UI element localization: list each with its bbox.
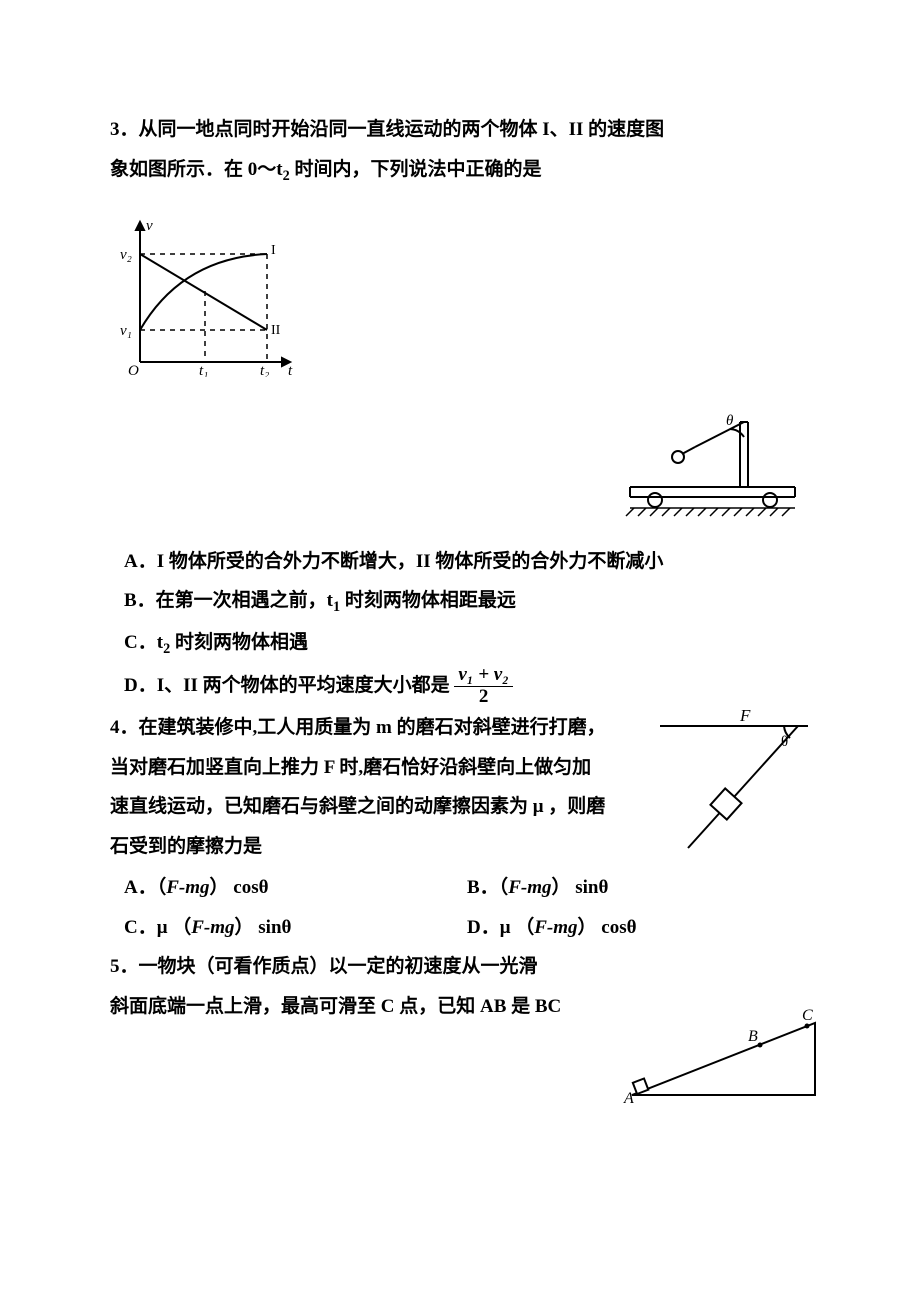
q4-d-post: ） cosθ — [578, 917, 637, 938]
q4-option-a: A．（F-mg） cosθ — [124, 868, 467, 908]
svg-text:t₁: t₁ — [199, 363, 208, 377]
q3-stem-line2-pre: 象如图所示．在 0～t — [110, 159, 283, 180]
q3-stem-line2-tail: 时间内，下列说法中正确的是 — [290, 159, 542, 180]
q3-option-b: B．在第一次相遇之前，t1 时刻两物体相距最远 — [110, 581, 810, 623]
svg-text:θ: θ — [726, 413, 734, 429]
q4-angle-label: θ — [781, 734, 788, 750]
q3-stem-line2-sub: 2 — [283, 168, 290, 184]
q4-a-pre: A．（ — [124, 877, 166, 898]
q4-a-fm: F-mg — [166, 877, 209, 898]
q3-option-a: A．I 物体所受的合外力不断增大，II 物体所受的合外力不断减小 — [110, 542, 810, 582]
svg-text:t₂: t₂ — [260, 363, 269, 377]
svg-text:v₂: v₂ — [120, 247, 132, 263]
svg-text:I: I — [271, 243, 276, 258]
q3-option-d-formula: v₁ + v₂2 — [454, 665, 512, 708]
svg-text:v₁: v₁ — [120, 323, 132, 339]
q3-stem-line1: 3．从同一地点同时开始沿同一直线运动的两个物体 I、II 的速度图 — [110, 110, 810, 150]
q4-c-fm: F-mg — [191, 917, 234, 938]
q3-vt-chart: v₂ v₁ O t₁ t₂ t v I II — [110, 212, 810, 392]
q4-options-row1: A．（F-mg） cosθ B．（F-mg） sinθ — [110, 868, 810, 908]
q3-stem-line2: 象如图所示．在 0～t2 时间内，下列说法中正确的是 — [110, 150, 810, 192]
q4-d-pre: D．μ （ — [467, 917, 534, 938]
q4-option-d: D．μ （F-mg） cosθ — [467, 908, 810, 948]
svg-text:v: v — [146, 218, 153, 234]
q4-option-c: C．μ （F-mg） sinθ — [124, 908, 467, 948]
q3-option-c-pre: C．t — [124, 632, 163, 653]
q4-options-row2: C．μ （F-mg） sinθ D．μ （F-mg） cosθ — [110, 908, 810, 948]
q4-d-fm: F-mg — [534, 917, 577, 938]
svg-text:t: t — [288, 363, 293, 377]
q4-b-fm: F-mg — [508, 877, 551, 898]
q4-force-label: F — [739, 708, 751, 725]
formula-numerator: v₁ + v₂ — [454, 665, 512, 687]
q4-incline-figure: F θ — [650, 708, 810, 868]
q4-option-b: B．（F-mg） sinθ — [467, 868, 810, 908]
q3-option-c-post: 时刻两物体相遇 — [170, 632, 308, 653]
q5-label-b: B — [748, 1028, 758, 1045]
q4-c-pre: C．μ （ — [124, 917, 191, 938]
q3-option-b-post: 时刻两物体相距最远 — [340, 590, 516, 611]
q4-block: F θ 4．在建筑装修中,工人用质量为 m 的磨石对斜壁进行打磨， 当对磨石加竖… — [110, 708, 810, 868]
q3-option-d-pre: D．I、II 两个物体的平均速度大小都是 — [124, 675, 454, 696]
svg-text:II: II — [271, 323, 281, 338]
q5-label-a: A — [623, 1090, 634, 1105]
q3-crane-figure: θ — [600, 402, 810, 522]
q5-block: A B C 5．一物块（可看作质点）以一定的初速度从一光滑 斜面底端一点上滑，最… — [110, 947, 810, 1027]
q3-option-c: C．t2 时刻两物体相遇 — [110, 623, 810, 665]
svg-text:O: O — [128, 363, 139, 377]
q4-c-post: ） sinθ — [235, 917, 292, 938]
q4-a-post: ） cosθ — [210, 877, 269, 898]
q3-option-d: D．I、II 两个物体的平均速度大小都是 v₁ + v₂2 — [110, 665, 810, 708]
q3-option-b-pre: B．在第一次相遇之前，t — [124, 590, 333, 611]
page: 3．从同一地点同时开始沿同一直线运动的两个物体 I、II 的速度图 象如图所示．… — [0, 0, 920, 1302]
q4-b-post: ） sinθ — [551, 877, 608, 898]
q5-triangle-figure: A B C — [620, 1005, 830, 1105]
formula-denominator: 2 — [454, 687, 512, 708]
q5-label-c: C — [802, 1007, 813, 1024]
q4-b-pre: B．（ — [467, 877, 508, 898]
q5-line1: 5．一物块（可看作质点）以一定的初速度从一光滑 — [110, 947, 810, 987]
